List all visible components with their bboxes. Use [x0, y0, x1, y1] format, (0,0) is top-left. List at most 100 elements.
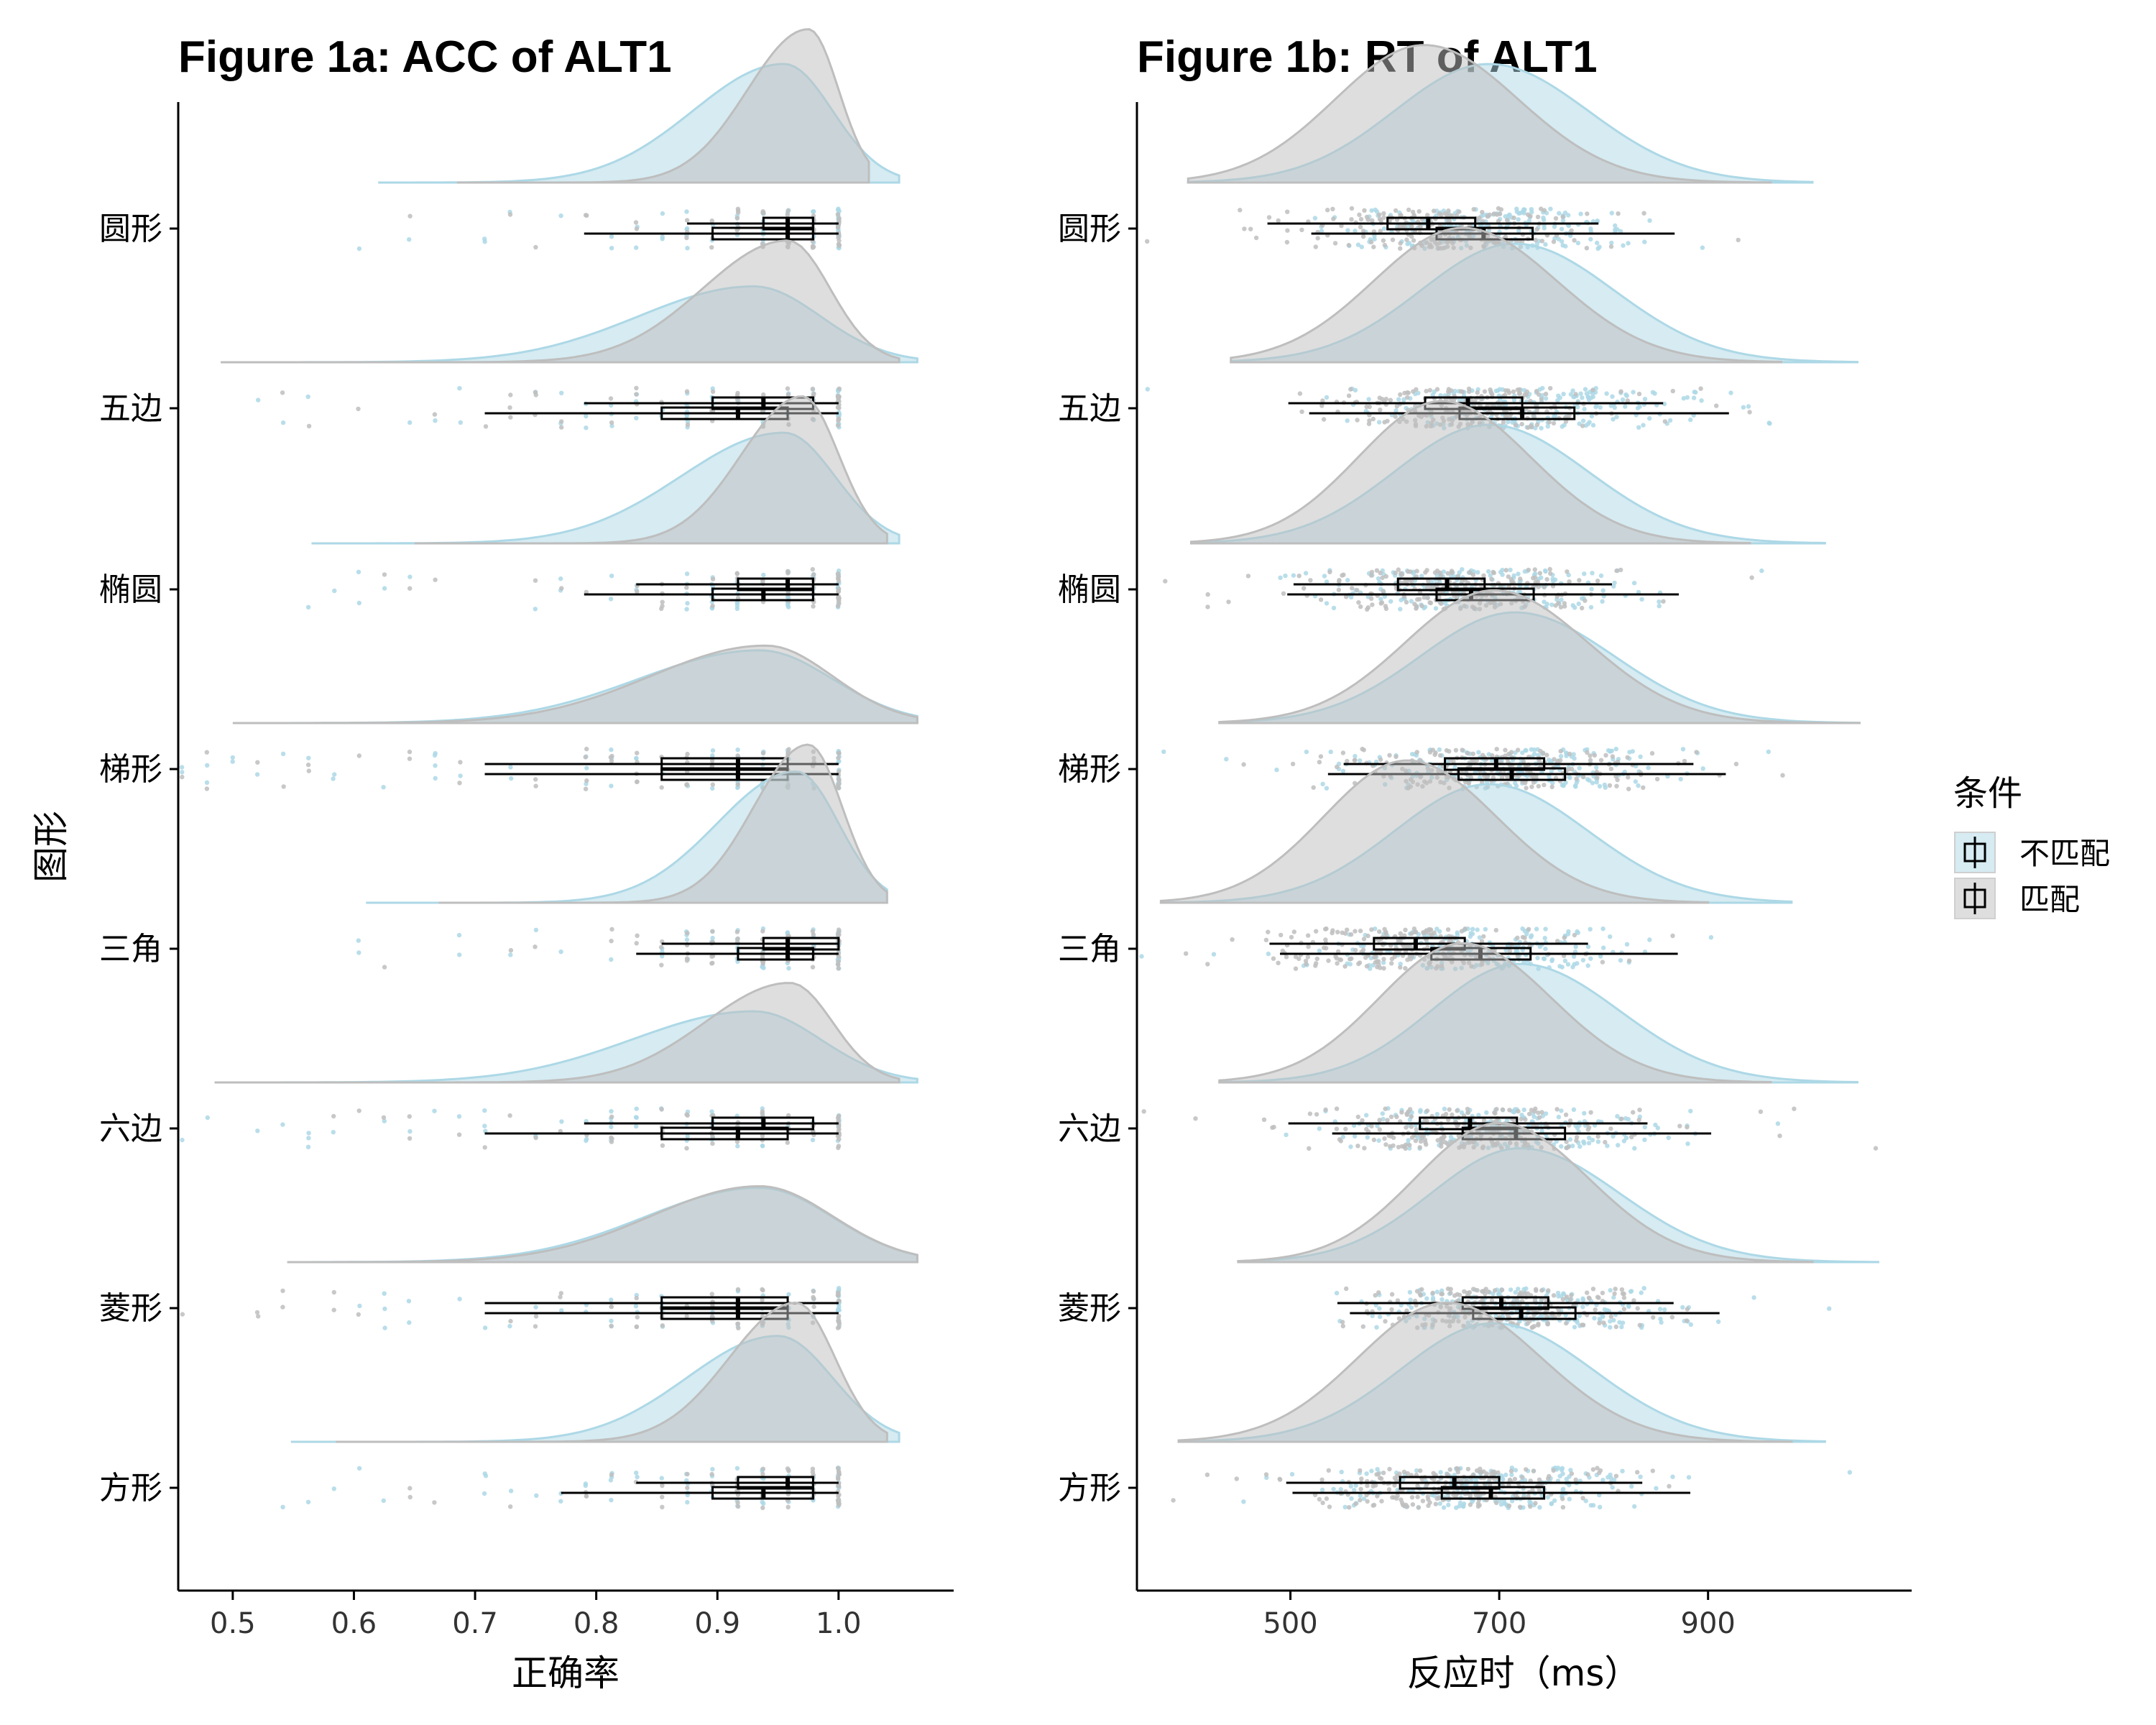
rain-point	[356, 569, 361, 574]
rain-point	[254, 1310, 260, 1315]
rain-point	[1308, 578, 1313, 583]
rain-point	[305, 1499, 311, 1504]
rain-point	[1691, 395, 1697, 400]
rain-point	[659, 1476, 664, 1481]
rain-point	[533, 607, 538, 612]
rain-point	[634, 392, 639, 397]
rain-point	[811, 244, 816, 249]
rain-point	[583, 755, 588, 760]
rain-point	[1414, 1127, 1419, 1132]
rain-point	[1312, 216, 1318, 221]
rain-point	[306, 1131, 311, 1136]
rain-point	[1546, 1288, 1551, 1293]
rain-point	[1631, 581, 1637, 586]
rain-point	[483, 1128, 488, 1133]
density-cloud-rt-match-1	[1187, 44, 1772, 184]
rain-point	[433, 776, 438, 781]
rain-point	[811, 1304, 816, 1310]
rain-point	[1492, 1288, 1498, 1293]
rain-point	[1589, 586, 1594, 592]
rain-point	[1534, 226, 1539, 232]
rain-point	[1654, 1486, 1659, 1491]
rain-point	[710, 1141, 715, 1146]
rain-point	[1447, 1467, 1452, 1472]
rain-point	[760, 1471, 765, 1477]
y-tick-label-acc-3: 椭圆	[99, 571, 162, 608]
rain-point	[1411, 238, 1416, 243]
rain-point	[1378, 408, 1383, 413]
rain-point	[1585, 944, 1591, 949]
rain-point	[1365, 607, 1370, 612]
rain-point	[1437, 211, 1442, 216]
rain-point	[1498, 207, 1504, 212]
rain-point	[1685, 395, 1690, 400]
rain-point	[1364, 1113, 1369, 1118]
rain-point	[810, 566, 816, 572]
rain-point	[1635, 1306, 1640, 1311]
rain-point	[533, 777, 538, 782]
rain-point	[1446, 208, 1451, 213]
rain-point	[1414, 1289, 1420, 1294]
rain-point	[1422, 1137, 1428, 1143]
rain-point	[1334, 1106, 1340, 1111]
boxplot-acc-match-8	[636, 1476, 839, 1490]
boxplot-box	[737, 947, 814, 961]
rain-point	[1331, 605, 1337, 611]
y-tick-label-acc-7: 菱形	[99, 1290, 162, 1327]
rain-point	[685, 931, 690, 936]
rain-point	[1548, 386, 1553, 391]
rain-point	[1560, 965, 1565, 970]
rain-point	[1334, 1290, 1340, 1296]
rain-point	[1560, 214, 1565, 219]
rain-point	[1551, 1468, 1556, 1473]
rain-point	[1349, 217, 1354, 222]
rain-point	[1409, 1114, 1414, 1119]
rain-point	[785, 212, 791, 218]
rain-point	[256, 1314, 261, 1319]
rain-point	[508, 415, 513, 420]
rain-point	[1353, 229, 1358, 234]
rain-point	[1437, 594, 1442, 599]
rain-point	[1494, 1500, 1499, 1506]
rain-point	[1324, 1496, 1330, 1501]
rain-point	[1777, 1133, 1782, 1138]
rain-point	[1145, 239, 1150, 244]
rain-point	[1552, 757, 1557, 762]
rain-point	[659, 962, 664, 967]
rain-point	[305, 1144, 311, 1150]
rain-point	[356, 406, 361, 412]
rain-point	[1600, 926, 1606, 932]
rain-point	[1523, 1117, 1528, 1122]
rain-point	[1481, 1118, 1487, 1123]
rain-point	[1346, 393, 1352, 398]
rain-point	[609, 423, 614, 428]
rain-point	[1465, 1466, 1471, 1472]
rain-point	[1531, 413, 1537, 419]
rain-point	[1539, 397, 1544, 402]
rain-point	[482, 1145, 487, 1150]
rain-point	[709, 1109, 714, 1114]
rain-point	[1360, 1324, 1366, 1329]
rain-point	[1562, 604, 1567, 609]
rain-point	[1580, 395, 1585, 400]
rain-point	[1382, 242, 1388, 248]
rain-point	[1542, 782, 1547, 788]
rain-point	[633, 220, 639, 225]
rain-point	[1365, 933, 1370, 939]
rain-point	[1638, 754, 1643, 760]
rain-point	[1467, 389, 1472, 395]
rain-point	[1353, 1501, 1358, 1506]
rain-point	[1588, 236, 1593, 242]
rain-point	[1299, 409, 1304, 414]
boxplot-box	[737, 577, 814, 592]
rain-point	[1224, 757, 1229, 762]
rain-point	[1319, 403, 1325, 408]
rain-point	[685, 601, 690, 606]
rain-point	[1494, 1107, 1499, 1112]
rain-point	[584, 589, 589, 594]
rain-point	[1370, 416, 1376, 422]
rain-point	[407, 1494, 413, 1500]
rain-point	[1564, 1320, 1569, 1326]
rain-point	[608, 755, 613, 760]
rain-point	[1358, 604, 1363, 610]
